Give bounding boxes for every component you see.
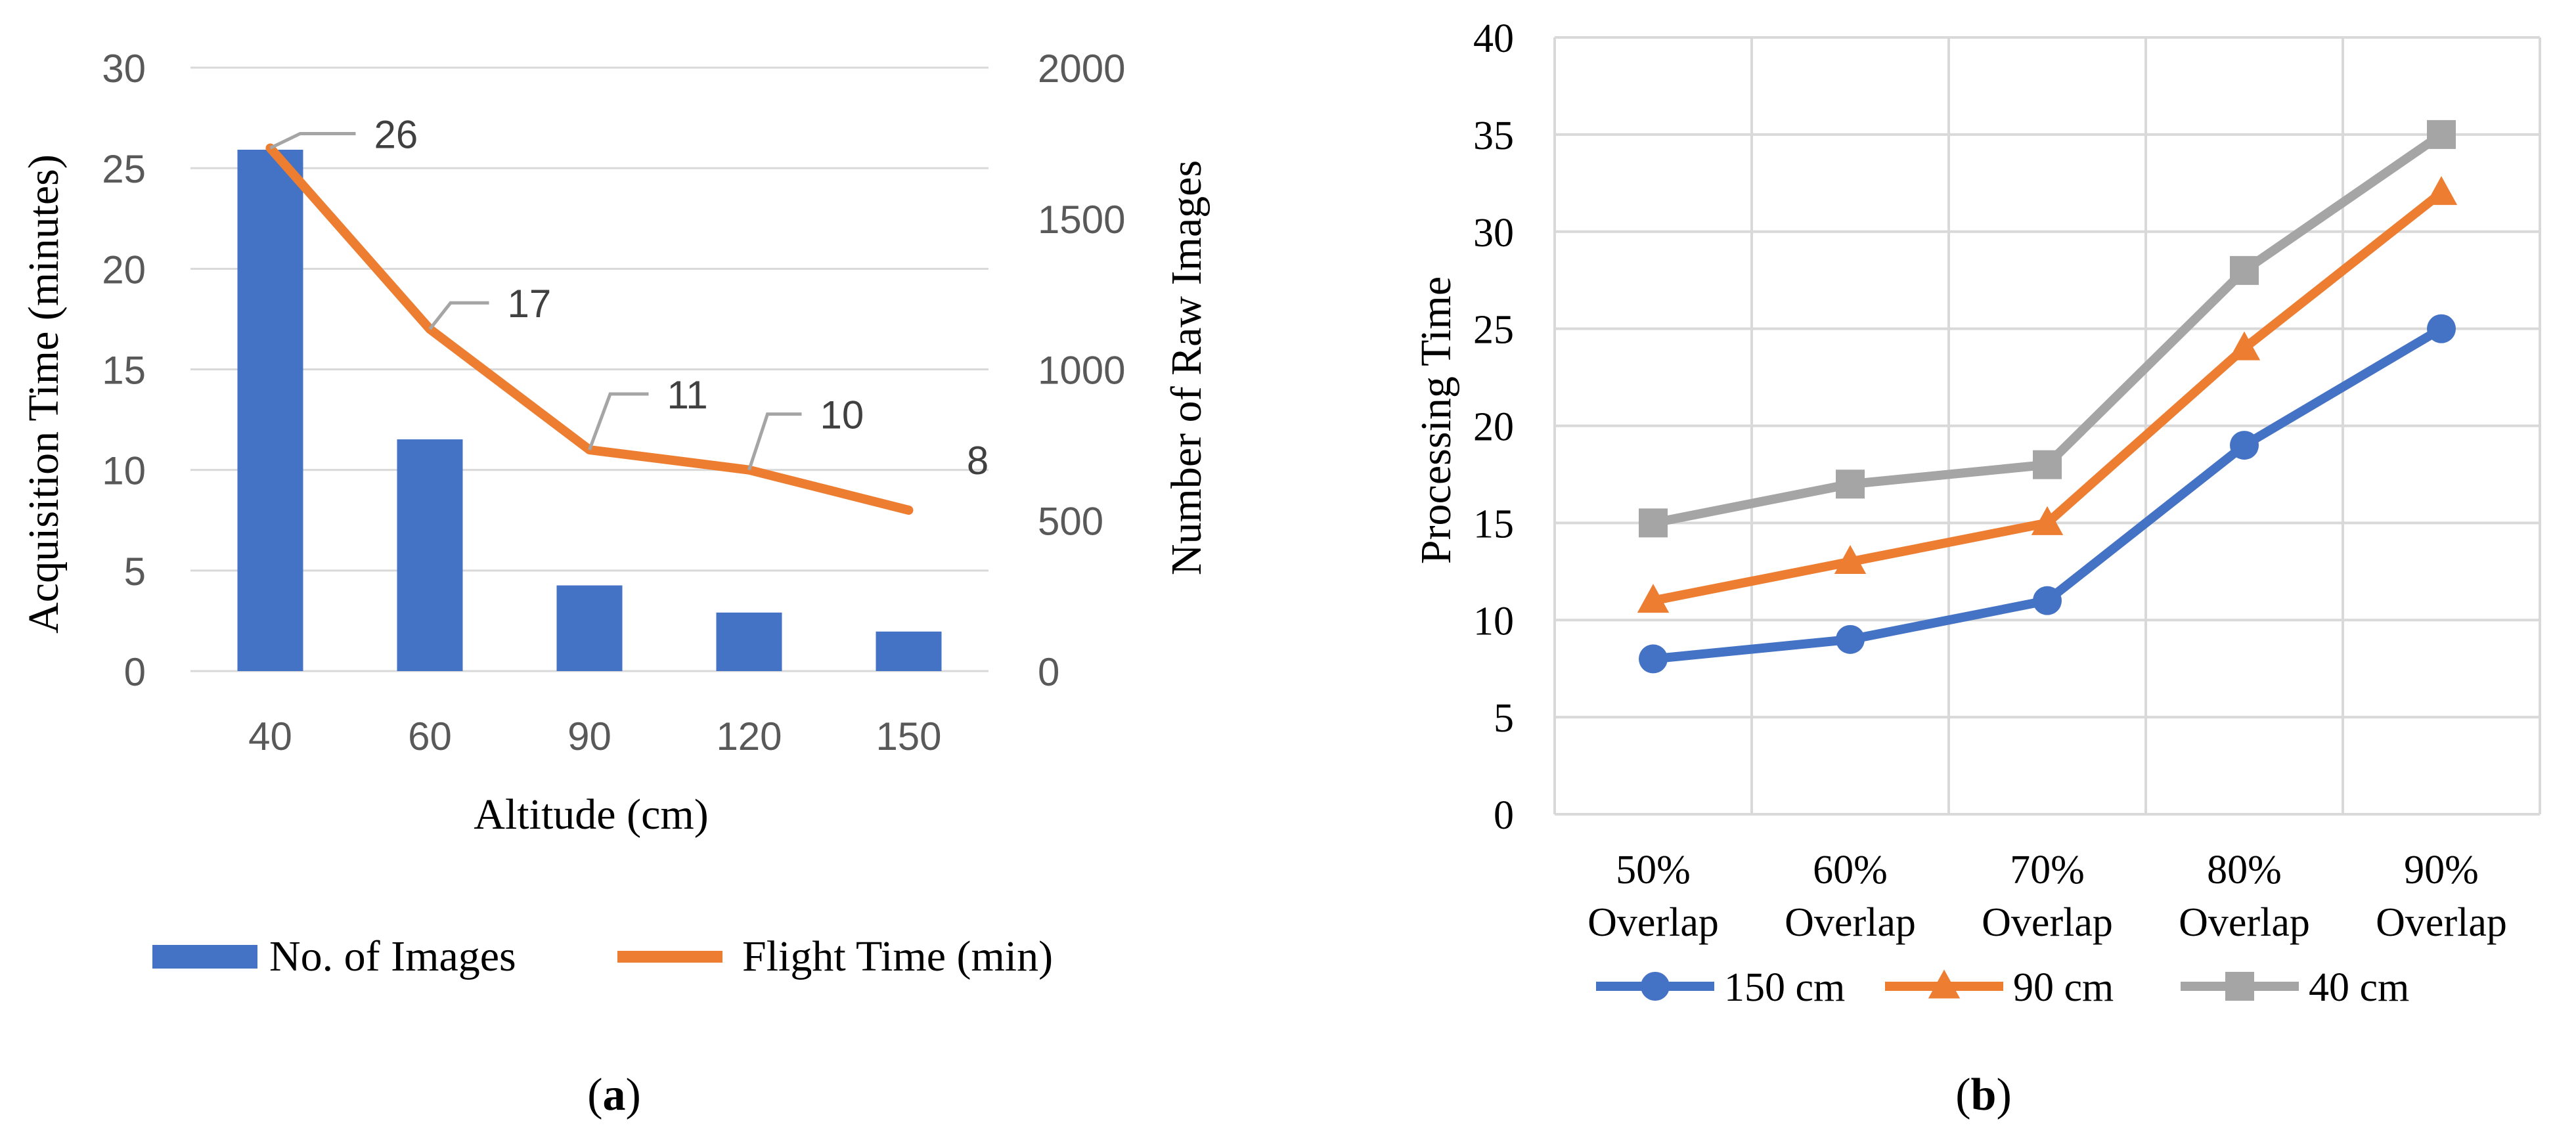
chart-a-secondary-y-axis-label: Number of Raw Images [1163,160,1210,575]
chart-b: 0 5 10 15 20 25 30 35 40 50% Overlap 60% Overlap 70% O… [1412,16,2541,1120]
point-150-cm-3 [2230,431,2259,460]
y2-tick-label-0: 0 [1038,650,1059,694]
legend-marker-40-cm [2225,972,2254,1001]
point-150-cm-2 [2033,586,2062,615]
chart-b-legend: 150 cm 90 cm 40 cm [1596,965,2409,1010]
chart-a-legend: No. of Images Flight Time (min) [152,932,1053,980]
point-40-cm-1 [1836,470,1865,499]
x-tick-label-overlap-3: Overlap [2179,900,2310,945]
series-150-cm [1639,314,2456,674]
chart-a-y-axis-label: Acquisition Time (minutes) [20,154,68,634]
data-label-8: 8 [967,439,988,483]
y-tick-label-35: 35 [1473,114,1514,158]
legend-label-150-cm: 150 cm [1724,965,1845,1010]
bar-150 [876,631,942,671]
y-tick-label-30: 30 [102,47,146,91]
leader-line-10 [747,412,802,471]
series-line-flight-time [265,143,914,515]
x-tick-label-60: 60 [408,714,452,758]
bar-60 [397,439,463,671]
y2-tick-label-500: 500 [1038,499,1103,543]
leader-line-11 [588,392,649,450]
x-tick-label-60-1: 60% [1813,848,1888,892]
x-tick-label-overlap-4: Overlap [2376,900,2507,945]
chart-b-y-axis-label: Processing Time [1412,276,1460,564]
x-tick-label-overlap-0: Overlap [1588,900,1719,945]
bar-40 [237,149,303,671]
chart-b-lines [1637,120,2458,674]
y-tick-label-20: 20 [1473,405,1514,450]
bar-90 [556,585,623,671]
data-label-17: 17 [508,282,552,326]
x-tick-label-50-0: 50% [1616,848,1691,892]
y2-tick-label-1000: 1000 [1038,349,1125,393]
bar-120 [716,612,782,671]
x-tick-label-40: 40 [248,714,292,758]
x-tick-label-150: 150 [876,714,941,758]
y2-tick-label-2000: 2000 [1038,47,1125,91]
point-90-cm-2 [2031,506,2064,535]
y-tick-label-5: 5 [124,550,146,594]
y-tick-label-30: 30 [1473,211,1514,255]
series-90-cm [1637,176,2458,613]
data-label-26: 26 [374,113,418,157]
point-150-cm-4 [2427,314,2456,343]
point-40-cm-3 [2230,255,2259,285]
chart-b-gridlines [1553,36,2541,816]
point-150-cm-1 [1836,624,1865,654]
y-tick-label-20: 20 [102,248,146,292]
y-tick-label-15: 15 [102,349,146,393]
x-tick-label-80-3: 80% [2207,848,2282,892]
legend-marker-150-cm [1641,972,1670,1001]
point-90-cm-1 [1834,545,1867,575]
y-tick-label-0: 0 [1494,793,1514,838]
chart-b-tick-labels: 0 5 10 15 20 25 30 35 40 50% Overlap 60% Overlap 70% O… [1473,16,2507,945]
chart-a: 0 5 10 15 20 25 30 0 500 1000 1500 2000 40 60 90 120 150… [20,47,1210,1120]
y-tick-label-25: 25 [1473,308,1514,353]
data-label-11: 11 [667,373,708,417]
series-40-cm [1639,120,2456,538]
chart-a-line [265,143,914,515]
legend-marker-90-cm [1928,969,1961,999]
legend-label-no-of-images: No. of Images [269,932,516,980]
legend-label-90-cm: 90 cm [2013,965,2114,1010]
y-tick-label-25: 25 [102,147,146,191]
y-tick-label-15: 15 [1473,502,1514,546]
y-tick-label-5: 5 [1494,696,1514,741]
point-90-cm-4 [2425,176,2458,206]
point-90-cm-3 [2228,331,2261,360]
leader-line-26 [269,132,356,150]
legend-label-flight-time: Flight Time (min) [742,932,1053,980]
chart-a-x-axis-label: Altitude (cm) [474,791,708,839]
point-40-cm-0 [1639,508,1668,538]
x-tick-label-90-4: 90% [2404,848,2479,892]
point-40-cm-2 [2033,450,2062,479]
panel-label-a: (a) [587,1070,641,1120]
y-tick-label-10: 10 [1473,599,1514,644]
point-90-cm-0 [1637,584,1670,613]
legend-label-40-cm: 40 cm [2309,965,2409,1010]
point-40-cm-4 [2427,120,2456,149]
y2-tick-label-1500: 1500 [1038,198,1125,242]
x-tick-label-90: 90 [567,714,611,758]
leader-line-17 [428,301,489,330]
x-tick-label-overlap-1: Overlap [1785,900,1916,945]
y-tick-label-40: 40 [1473,16,1514,61]
point-150-cm-0 [1639,644,1668,674]
y-tick-label-10: 10 [102,449,146,493]
x-tick-label-overlap-2: Overlap [1982,900,2113,945]
y-tick-label-0: 0 [124,650,146,694]
data-label-10: 10 [820,393,864,437]
panel-label-b: (b) [1955,1070,2012,1120]
chart-a-bars [237,149,942,671]
chart-a-tick-labels: 0 5 10 15 20 25 30 0 500 1000 1500 2000 40 60 90 120 150 [102,47,1125,758]
chart-a-data-labels: 26 17 11 10 8 [269,113,988,483]
x-tick-label-120: 120 [716,714,782,758]
x-tick-label-70-2: 70% [2010,848,2085,892]
legend-swatch-no-of-images [152,945,257,969]
chart-a-gridlines [190,66,988,672]
